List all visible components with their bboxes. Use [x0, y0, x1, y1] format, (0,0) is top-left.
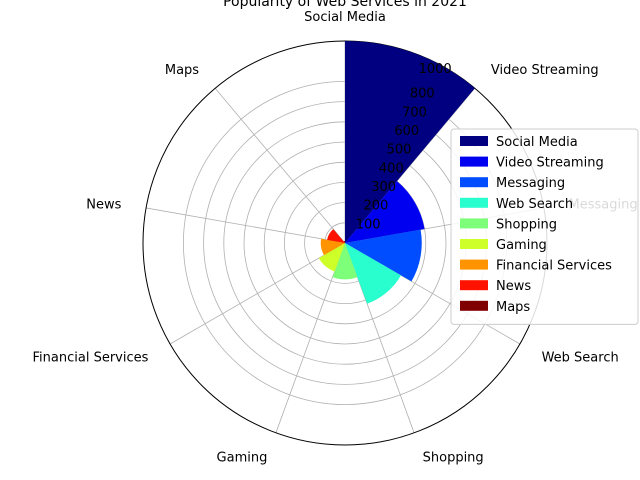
radial-tick-labels: 100 200 300 400 500 600 700 800 1000	[356, 62, 452, 232]
legend-label-shopping: Shopping	[496, 217, 557, 232]
legend-swatch-web-search	[460, 197, 488, 208]
radial-tick-label: 800	[410, 87, 435, 102]
radial-tick-label: 200	[363, 199, 388, 214]
category-labels: Social Media Video Streaming Messaging Web …	[33, 10, 638, 465]
category-label-web-search: Web Search	[542, 351, 619, 366]
legend-label-news: News	[496, 279, 531, 294]
bar-shopping	[332, 243, 358, 280]
bar-gaming	[318, 243, 345, 272]
legend-swatch-news	[460, 280, 488, 291]
category-label-financial-services: Financial Services	[33, 351, 149, 366]
radial-tick-label: 600	[394, 124, 419, 139]
legend-box	[450, 128, 639, 325]
radial-tick-label: 400	[379, 161, 404, 176]
radial-tick-label: 100	[356, 217, 381, 232]
bar-financial-services	[320, 238, 345, 256]
bar-messaging	[345, 229, 422, 282]
category-label-shopping: Shopping	[423, 450, 484, 465]
radial-tick-label: 700	[402, 105, 427, 120]
legend-label-video-streaming: Video Streaming	[496, 156, 604, 171]
legend-label-gaming: Gaming	[496, 238, 547, 253]
bar-web-search	[345, 243, 401, 304]
radial-tick-label: 1000	[419, 62, 452, 77]
legend: Social Media Video Streaming Messaging Web …	[450, 128, 639, 325]
bar-social-media	[345, 41, 475, 243]
legend-swatch-shopping	[460, 218, 488, 229]
category-label-video-streaming: Video Streaming	[491, 63, 599, 78]
bar-series	[318, 41, 475, 304]
legend-label-web-search: Web Search	[496, 197, 573, 212]
bar-maps	[343, 240, 345, 243]
bar-video-streaming	[345, 181, 425, 243]
legend-label-maps: Maps	[496, 300, 530, 315]
legend-label-messaging: Messaging	[496, 176, 565, 191]
legend-label-social-media: Social Media	[496, 135, 578, 150]
legend-label-financial-services: Financial Services	[496, 259, 612, 274]
legend-swatch-financial-services	[460, 259, 488, 270]
category-label-social-media: Social Media	[304, 10, 386, 25]
legend-swatch-messaging	[460, 177, 488, 188]
legend-swatch-gaming	[460, 239, 488, 249]
category-label-news: News	[86, 198, 121, 213]
category-label-maps: Maps	[165, 63, 199, 78]
category-label-gaming: Gaming	[217, 450, 268, 465]
radial-tick-label: 300	[371, 180, 396, 195]
chart-title: Popularity of Web Services in 2021	[223, 0, 467, 10]
legend-swatch-video-streaming	[460, 156, 488, 167]
legend-swatch-social-media	[460, 136, 488, 146]
radial-tick-label: 500	[387, 143, 412, 158]
legend-swatch-maps	[460, 300, 488, 311]
bar-news	[327, 229, 345, 243]
